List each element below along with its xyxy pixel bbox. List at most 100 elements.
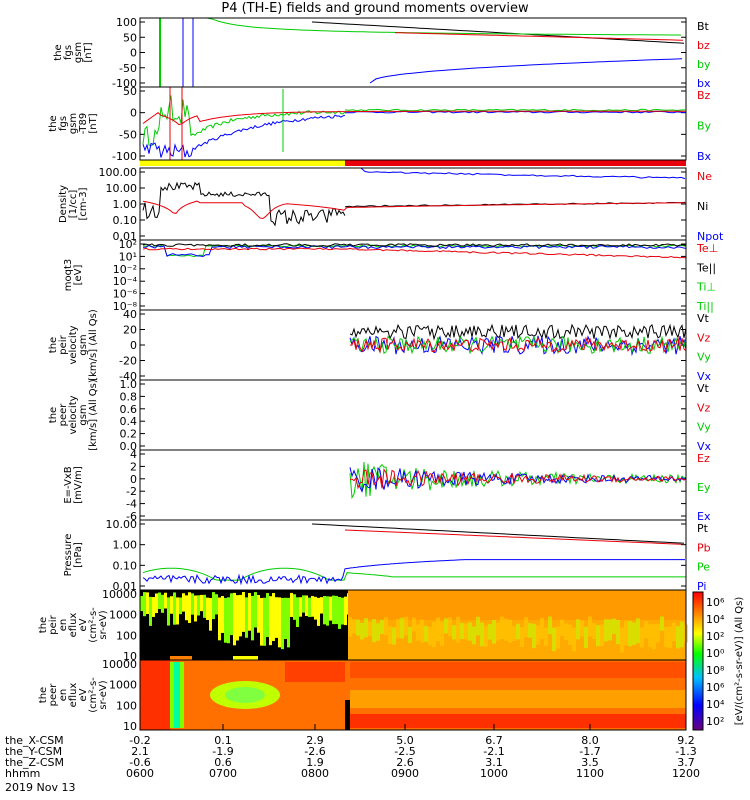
series-bx bbox=[369, 58, 683, 84]
peir-spec-cell bbox=[299, 597, 302, 617]
y-axis-title-line: peer bbox=[48, 683, 59, 707]
legend-entry: Vy bbox=[697, 421, 711, 434]
y-tick-label: 0.6 bbox=[120, 403, 138, 416]
y-axis-title-line: moqt3 bbox=[63, 259, 74, 292]
peir-spec-cell bbox=[672, 622, 676, 642]
panel-frame bbox=[139, 239, 687, 311]
panel-frame bbox=[139, 659, 687, 731]
peir-spec-cell bbox=[624, 620, 628, 646]
legend-entry: Npot bbox=[697, 230, 724, 243]
peir-spec-cell bbox=[568, 624, 572, 646]
legend-entry: Vz bbox=[697, 401, 711, 414]
peir-spec-cell bbox=[278, 597, 281, 648]
peir-spec-cell bbox=[352, 619, 356, 634]
peir-spec-cell bbox=[480, 622, 484, 647]
peer-spec-fill bbox=[350, 690, 686, 708]
peir-spec-cell bbox=[254, 592, 257, 628]
peir-spec-cell bbox=[388, 626, 392, 645]
peir-spec-cell bbox=[668, 626, 672, 649]
peir-spec-cell bbox=[664, 626, 668, 648]
y-axis-title: moqt3 [eV] bbox=[63, 259, 84, 292]
peir-spec-cell bbox=[143, 592, 146, 617]
legend-entry: Pi bbox=[697, 580, 706, 593]
x-tick-label: -2.5 bbox=[394, 745, 415, 758]
x-tick-label: 0700 bbox=[209, 767, 237, 780]
peir-spec-cell bbox=[356, 619, 360, 636]
y-tick-label: 0.2 bbox=[120, 428, 138, 441]
x-tick-label: 1200 bbox=[672, 767, 700, 780]
y-axis-title: the peir en eflux eV (cm²-s-sr-eV) bbox=[38, 607, 109, 643]
y-axis-title: Pressure [nPa] bbox=[63, 534, 84, 577]
peir-spec-cell bbox=[472, 626, 476, 645]
peir-spec-cell bbox=[552, 627, 556, 652]
y-axis-title-line: gsm bbox=[78, 334, 89, 355]
peir-spec-cell bbox=[224, 597, 227, 643]
legend-entry: Bz bbox=[697, 89, 711, 102]
y-axis-title-line: eV bbox=[78, 618, 89, 631]
y-tick-label: -6 bbox=[126, 510, 137, 523]
x-tick-label: -0.2 bbox=[129, 734, 150, 747]
x-tick-label: -1.7 bbox=[579, 745, 600, 758]
y-tick-label: 0.4 bbox=[120, 415, 138, 428]
peir-spec-cell bbox=[376, 623, 380, 641]
peir-spec-cell bbox=[524, 617, 528, 638]
x-tick-label: 0.1 bbox=[214, 734, 232, 747]
peir-spec-cell bbox=[516, 623, 520, 640]
y-tick-label: 100 bbox=[116, 629, 137, 642]
peir-spec-cell bbox=[660, 616, 664, 631]
y-tick-label: 1000 bbox=[109, 679, 137, 692]
legend-entry: Ne bbox=[697, 170, 712, 183]
peir-spec-cell bbox=[564, 623, 568, 640]
y-axis-title-line: E=-VxB bbox=[63, 466, 74, 503]
peir-spec-cell bbox=[464, 623, 468, 640]
peir-spec-cell bbox=[170, 596, 173, 614]
peir-spec-cell bbox=[560, 619, 564, 636]
peir-spec-cell bbox=[432, 622, 436, 648]
peir-spec-cell bbox=[200, 594, 203, 612]
peir-spec-cell bbox=[257, 594, 260, 633]
legend-entry: Vx bbox=[697, 440, 712, 453]
y-axis-title-line: the bbox=[38, 617, 49, 633]
peir-spec-cell bbox=[592, 623, 596, 639]
peir-spec-cell bbox=[170, 656, 192, 660]
series-Pt bbox=[311, 523, 685, 544]
x-axis-row-label: the_Z-CSM bbox=[5, 756, 64, 769]
peir-spec-cell bbox=[329, 596, 332, 621]
peir-spec-cell bbox=[221, 596, 224, 633]
peir-spec-cell bbox=[266, 593, 269, 638]
peir-spec-cell bbox=[548, 616, 552, 635]
y-tick-label: 0 bbox=[130, 107, 137, 120]
x-tick-label: 1000 bbox=[480, 767, 508, 780]
y-axis-title-line: [cm-3] bbox=[78, 187, 89, 220]
y-tick-label: 1.00 bbox=[113, 539, 138, 552]
y-tick-label: -50 bbox=[119, 128, 137, 141]
series-By bbox=[344, 108, 686, 112]
y-tick-label: 40 bbox=[123, 308, 137, 321]
colorbar bbox=[692, 591, 704, 731]
peir-spec-cell bbox=[576, 619, 580, 640]
peir-spec-cell bbox=[272, 593, 275, 642]
peir-spec-cell bbox=[540, 617, 544, 640]
colorbar-tick: 10⁶ bbox=[706, 596, 725, 609]
peir-spec-cell bbox=[305, 595, 308, 617]
x-tick-label: 3.1 bbox=[485, 756, 503, 769]
y-tick-label: 10⁻² bbox=[113, 263, 137, 276]
y-axis-title-line: [km/s] (All Qs) bbox=[88, 309, 99, 381]
x-tick-label: -0.6 bbox=[129, 756, 150, 769]
peir-spec-cell bbox=[676, 626, 680, 649]
series-Pi bbox=[142, 559, 685, 586]
y-axis-title-line: en bbox=[58, 619, 69, 632]
y-axis-title-line: [nT] bbox=[83, 42, 94, 62]
y-tick-label: 100 bbox=[116, 699, 137, 712]
peir-spec-cell bbox=[317, 597, 320, 626]
peir-spec-cell bbox=[532, 623, 536, 649]
y-tick-label: 10 bbox=[123, 720, 137, 733]
x-axis-row-label: hhmm bbox=[5, 767, 40, 780]
peir-spec-cell bbox=[612, 618, 616, 634]
x-tick-label: 2.6 bbox=[396, 756, 414, 769]
peir-spec-cell bbox=[320, 597, 323, 614]
peir-spec-cell bbox=[212, 592, 215, 620]
series-Pb bbox=[344, 529, 682, 545]
peir-spec-cell bbox=[194, 595, 197, 622]
legend-entry: By bbox=[697, 120, 712, 133]
